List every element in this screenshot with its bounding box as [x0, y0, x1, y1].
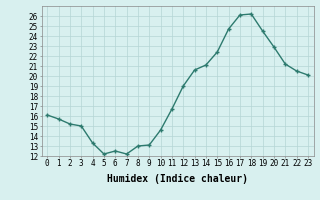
X-axis label: Humidex (Indice chaleur): Humidex (Indice chaleur): [107, 174, 248, 184]
